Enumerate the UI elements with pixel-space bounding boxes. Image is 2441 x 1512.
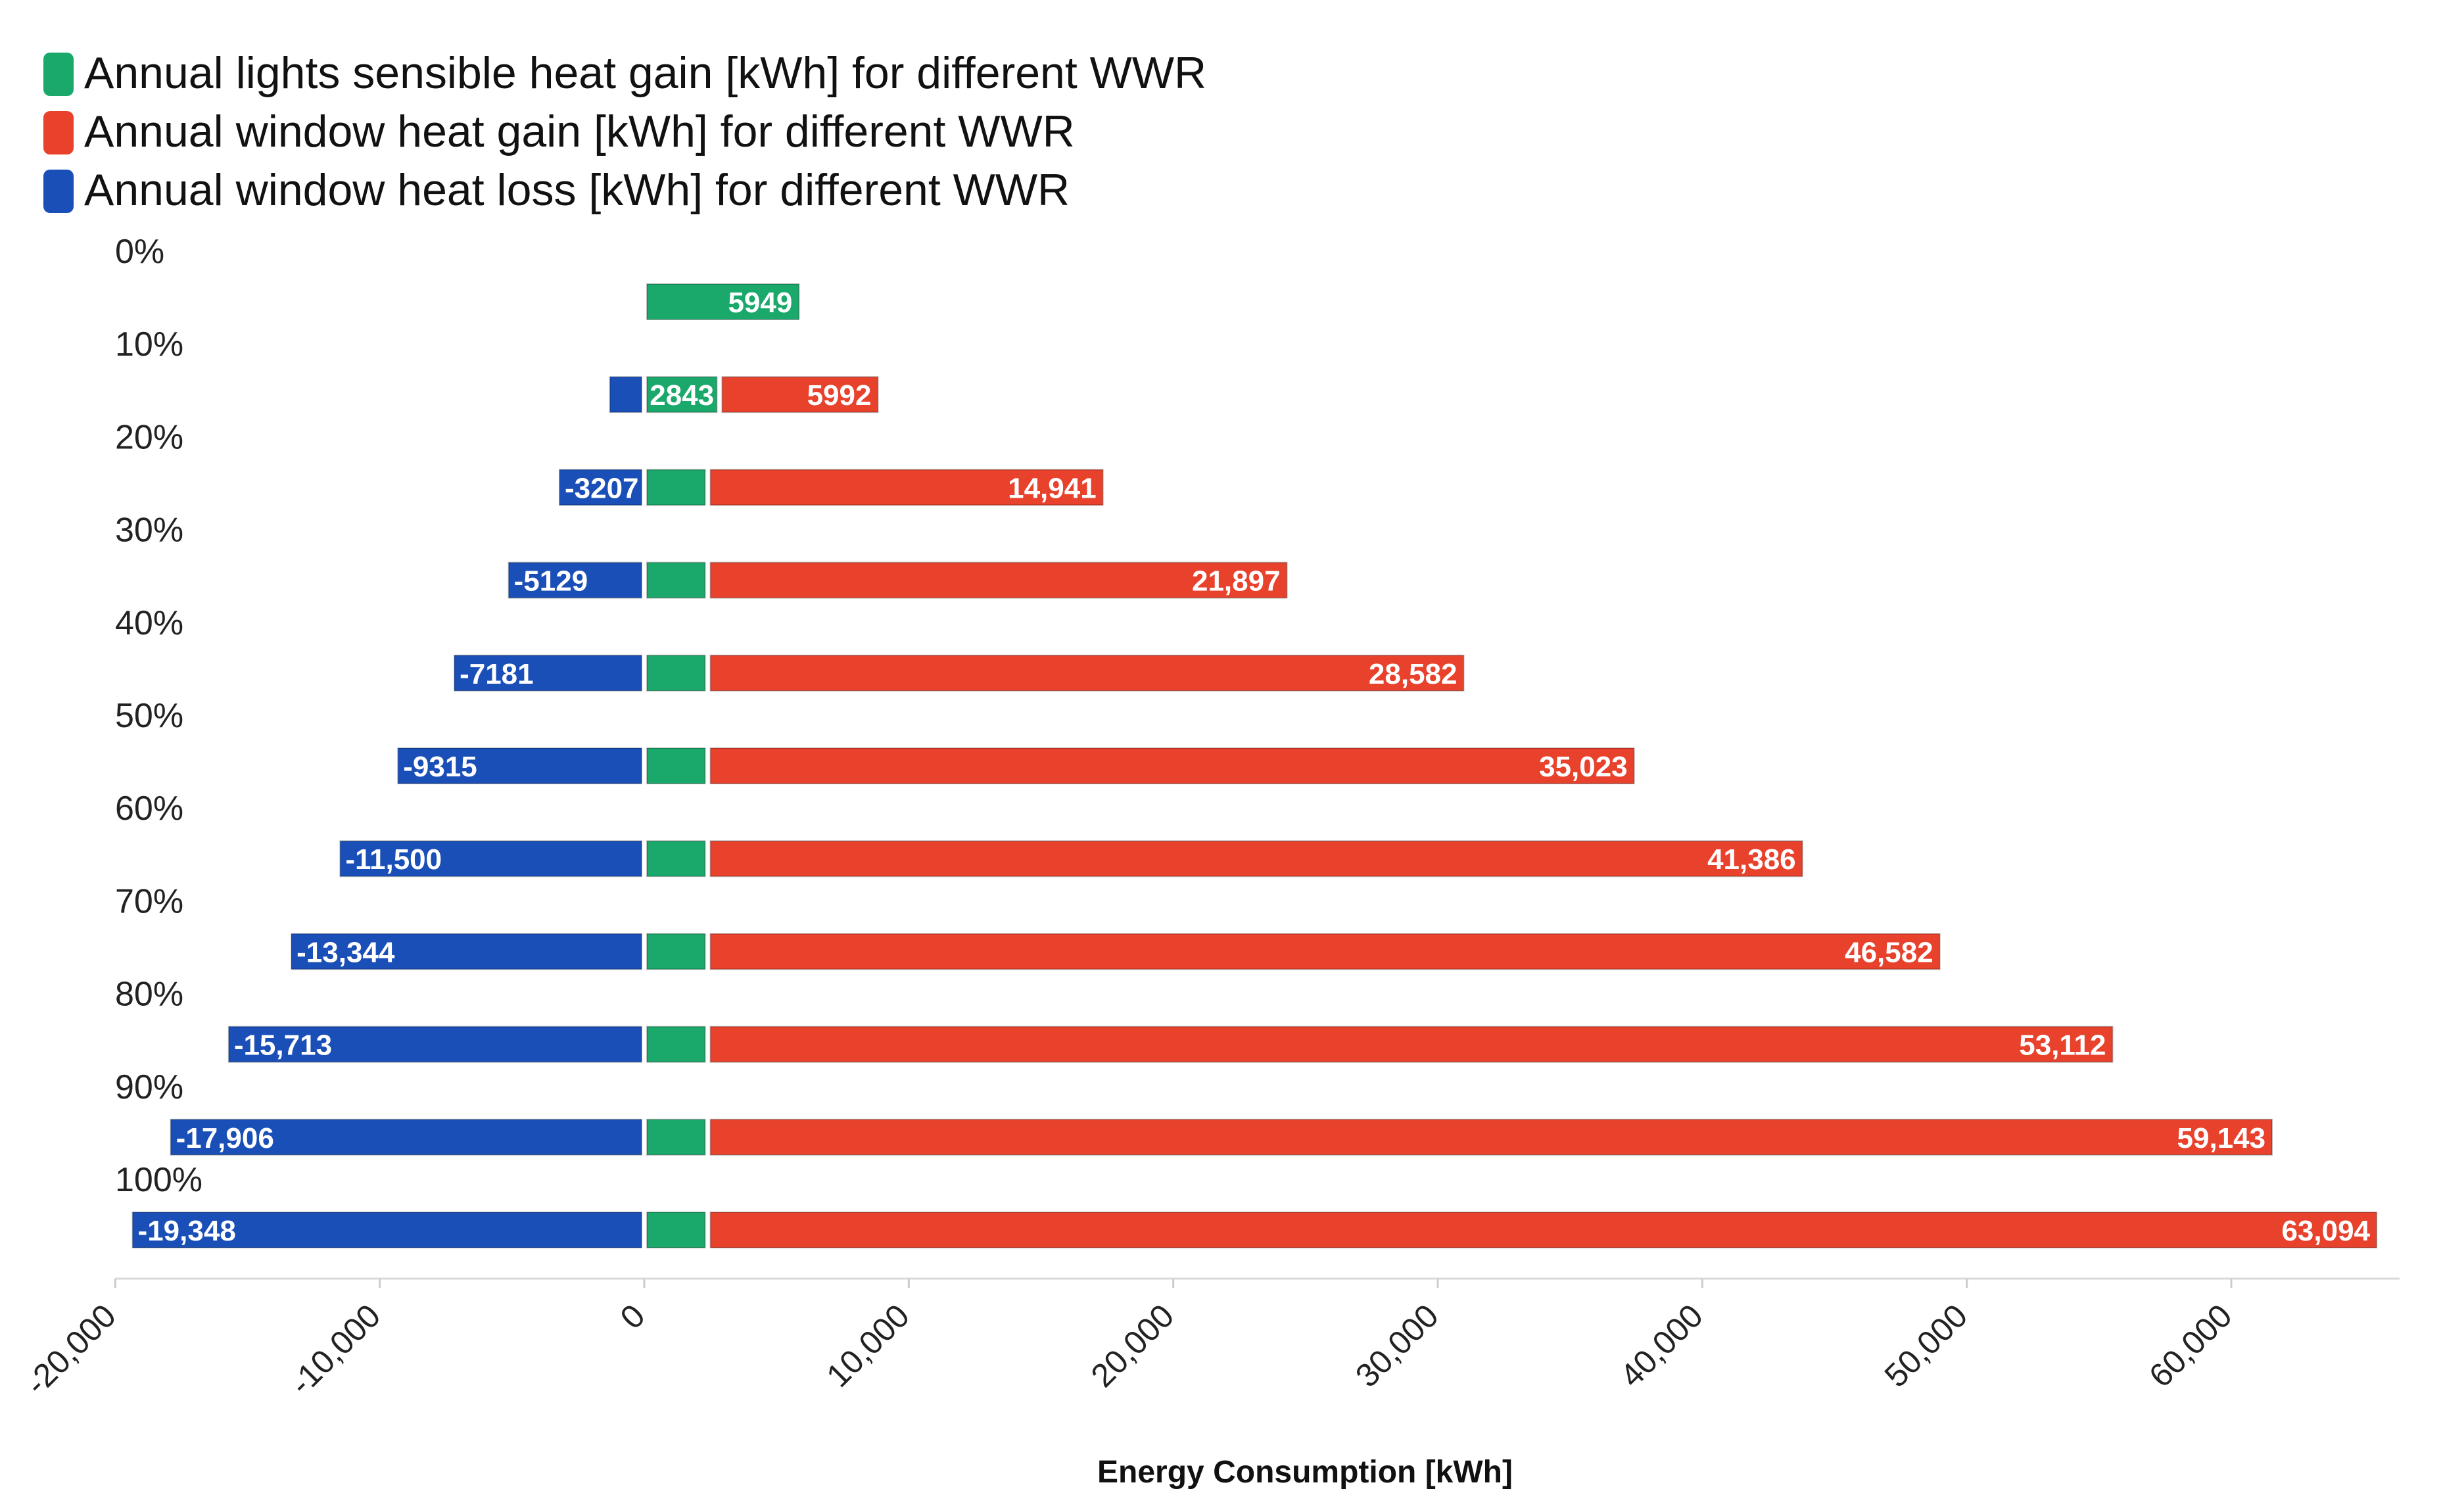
bar-2-5 xyxy=(397,747,642,784)
x-tick-label-0: -20,000 xyxy=(18,1297,124,1402)
bar-label-2-7: -13,344 xyxy=(296,936,395,968)
category-label-3: 30% xyxy=(115,511,183,550)
category-labels: 0% 10% 20% 30% 40% 50% 60% 70% 80% 90% 100% xyxy=(115,233,202,1199)
bar-label-2-9: -17,906 xyxy=(176,1122,274,1154)
bar-label-1-8: 53,112 xyxy=(2019,1029,2106,1062)
category-label-4: 40% xyxy=(115,604,183,642)
bar-label-1-9: 59,143 xyxy=(2177,1122,2266,1154)
legend-swatch-0 xyxy=(43,53,74,96)
category-label-7: 70% xyxy=(115,882,183,920)
bar-0-10 xyxy=(646,1212,706,1248)
bar-label-1-1: 5992 xyxy=(807,379,872,412)
bar-0-9 xyxy=(646,1118,706,1156)
bar-label-2-4: -7181 xyxy=(460,658,534,690)
x-tick-label-8: 60,000 xyxy=(2142,1297,2239,1394)
bar-0-2 xyxy=(646,469,706,506)
bar-1-2 xyxy=(709,469,1104,506)
bar-1-5 xyxy=(709,747,1635,784)
bar-label-2-5: -9315 xyxy=(403,751,477,783)
bar-1-1 xyxy=(721,376,879,413)
bar-label-1-2: 14,941 xyxy=(1008,472,1097,504)
bar-0-0 xyxy=(646,283,800,320)
category-label-0: 0% xyxy=(115,233,164,271)
x-tick-label-2: 0 xyxy=(613,1297,652,1336)
bar-label-1-6: 41,386 xyxy=(1707,843,1796,876)
bar-2-1 xyxy=(609,376,642,413)
bar-0-1 xyxy=(646,376,718,413)
bar-label-2-3: -5129 xyxy=(514,565,588,598)
x-tick-label-7: 50,000 xyxy=(1878,1297,1975,1394)
bar-1-9 xyxy=(709,1118,2273,1156)
category-label-10: 100% xyxy=(115,1161,202,1199)
bar-label-1-3: 21,897 xyxy=(1192,565,1281,598)
bar-label-0-1: 2843 xyxy=(650,379,714,412)
bar-1-8 xyxy=(709,1026,2114,1063)
bar-0-8 xyxy=(646,1026,706,1063)
bar-1-10 xyxy=(709,1212,2378,1248)
category-label-1: 10% xyxy=(115,325,183,364)
bar-2-2 xyxy=(558,469,642,506)
bar-label-1-5: 35,023 xyxy=(1539,751,1628,783)
bar-label-1-7: 46,582 xyxy=(1845,936,1933,968)
legend-label-2: Annual window heat loss [kWh] for differ… xyxy=(84,165,1070,215)
legend-label-0: Annual lights sensible heat gain [kWh] f… xyxy=(84,48,1206,98)
bar-2-7 xyxy=(291,933,642,970)
bar-0-6 xyxy=(646,840,706,878)
legend-swatch-1 xyxy=(43,111,74,154)
legend-swatch-2 xyxy=(43,170,74,213)
bar-label-0-0: 5949 xyxy=(728,287,792,319)
bar-2-3 xyxy=(508,561,643,599)
category-label-9: 90% xyxy=(115,1068,183,1106)
bar-label-2-2: -3207 xyxy=(565,472,639,504)
bar-label-1-10: 63,094 xyxy=(2281,1215,2370,1247)
bar-2-6 xyxy=(339,840,642,878)
x-tick-label-1: -10,000 xyxy=(283,1297,388,1402)
bar-0-5 xyxy=(646,747,706,784)
bar-1-7 xyxy=(709,933,1941,970)
bar-2-10 xyxy=(131,1212,642,1248)
bar-label-2-8: -15,713 xyxy=(234,1029,332,1062)
bar-2-9 xyxy=(170,1118,643,1156)
x-tick-label-6: 40,000 xyxy=(1613,1297,1710,1394)
bar-0-7 xyxy=(646,933,706,970)
x-axis: -20,000 -10,000 0 10,000 20,000 30,000 40,000 5… xyxy=(18,1277,2400,1402)
legend-label-1: Annual window heat gain [kWh] for differ… xyxy=(84,106,1075,156)
legend: Annual lights sensible heat gain [kWh] f… xyxy=(43,48,1206,215)
bar-2-8 xyxy=(227,1026,642,1063)
bar-1-3 xyxy=(709,561,1288,599)
x-tick-label-4: 20,000 xyxy=(1084,1297,1181,1394)
bar-label-2-6: -11,500 xyxy=(345,843,442,876)
x-tick-label-5: 30,000 xyxy=(1348,1297,1446,1394)
bar-0-4 xyxy=(646,654,706,692)
x-axis-title: Energy Consumption [kWh] xyxy=(1097,1455,1513,1490)
category-label-2: 20% xyxy=(115,418,183,456)
bar-2-4 xyxy=(454,654,642,692)
bar-label-1-4: 28,582 xyxy=(1369,658,1457,690)
bar-0-3 xyxy=(646,561,706,599)
bars: 5949 2843 5992 14,941 -3207 21,897 -5129 28,582… xyxy=(131,283,2378,1248)
category-label-6: 60% xyxy=(115,790,183,828)
bar-1-6 xyxy=(709,840,1803,878)
category-label-8: 80% xyxy=(115,976,183,1014)
bar-1-4 xyxy=(709,654,1465,692)
category-label-5: 50% xyxy=(115,697,183,735)
x-tick-label-3: 10,000 xyxy=(819,1297,916,1394)
bar-label-2-10: -19,348 xyxy=(138,1215,236,1247)
